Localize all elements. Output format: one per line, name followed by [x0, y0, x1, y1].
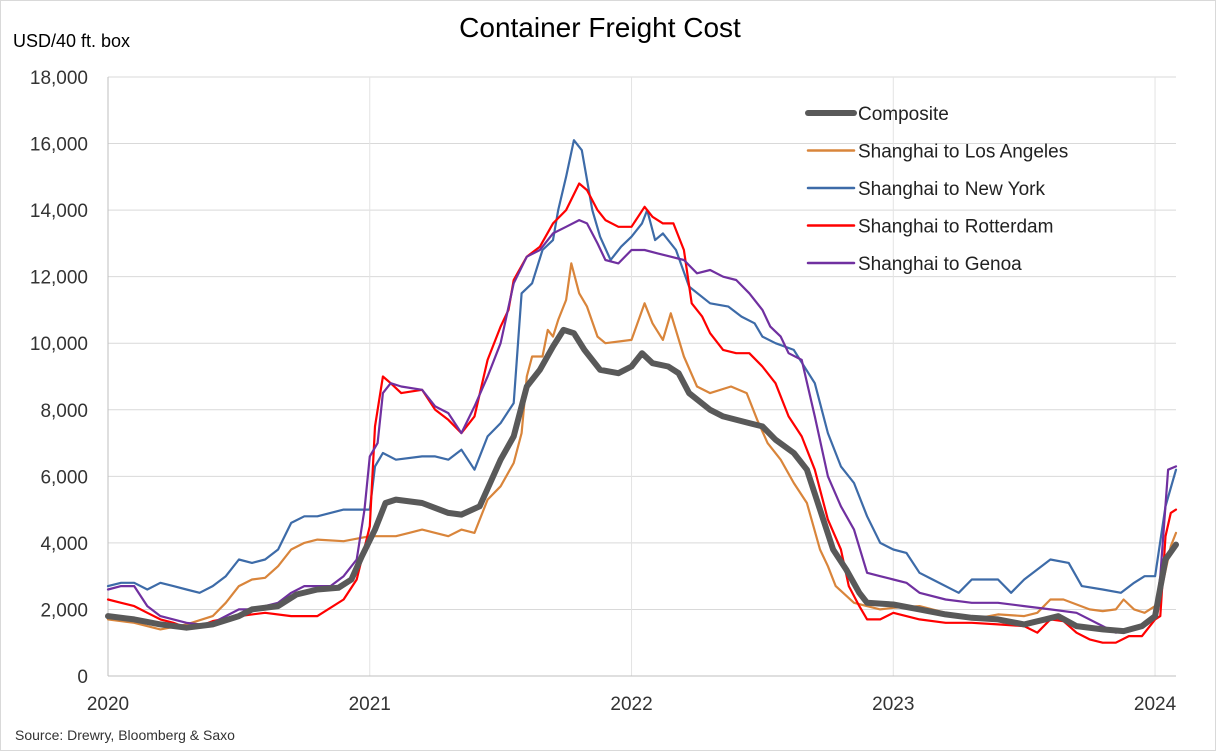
legend: Composite Shanghai to Los Angeles Shanghai…	[805, 104, 1068, 275]
series-line-composite	[105, 326, 1179, 635]
y-tick-label: 14,000	[30, 201, 88, 222]
y-tick-labels: 0 2,000 4,000 6,000 8,000 10,000 12,000 14,000 1…	[30, 68, 88, 688]
x-tick-label: 2023	[872, 694, 914, 715]
series-line-shanghai-to-los-angeles	[106, 262, 1178, 631]
y-tick-label: 2,000	[40, 600, 88, 621]
series-line-shanghai-to-rotterdam	[106, 182, 1178, 644]
y-tick-label: 0	[77, 667, 88, 688]
x-tick-label: 2024	[1134, 694, 1177, 715]
x-tick-labels: 2020 2021 2022 2023 2024	[87, 694, 1177, 715]
y-tick-label: 6,000	[40, 467, 88, 488]
y-tick-label: 18,000	[30, 68, 88, 89]
y-tick-label: 8,000	[40, 401, 88, 422]
chart-title: Container Freight Cost	[459, 12, 741, 43]
legend-label: Shanghai to Genoa	[858, 254, 1022, 275]
legend-label: Shanghai to Rotterdam	[858, 217, 1053, 238]
series-line-shanghai-to-genoa	[106, 219, 1178, 634]
series-lines	[105, 139, 1179, 644]
x-tick-label: 2021	[349, 694, 391, 715]
y-tick-label: 12,000	[30, 268, 88, 289]
source-note: Source: Drewry, Bloomberg & Saxo	[15, 727, 235, 743]
y-tick-label: 16,000	[30, 135, 88, 156]
y-tick-label: 10,000	[30, 334, 88, 355]
legend-label: Shanghai to New York	[858, 179, 1045, 200]
x-tick-label: 2022	[610, 694, 652, 715]
gridlines	[107, 76, 1176, 677]
legend-label: Shanghai to Los Angeles	[858, 142, 1068, 163]
y-axis-label: USD/40 ft. box	[13, 31, 131, 51]
series-line-shanghai-to-new-york	[106, 139, 1178, 594]
x-tick-label: 2020	[87, 694, 129, 715]
legend-label: Composite	[858, 104, 949, 125]
y-tick-label: 4,000	[40, 534, 88, 555]
